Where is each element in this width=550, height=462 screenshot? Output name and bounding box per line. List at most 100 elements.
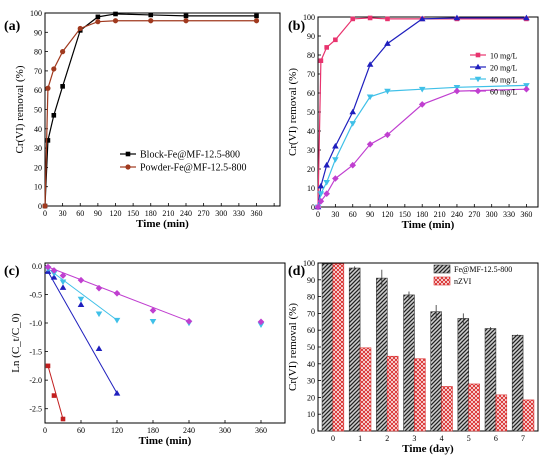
data-point	[183, 13, 189, 19]
data-point	[51, 66, 57, 72]
y-tick-label: 0	[38, 202, 42, 211]
data-point	[148, 12, 154, 18]
y-tick-label: 70	[34, 67, 42, 76]
bar	[457, 318, 470, 432]
data-point	[42, 203, 48, 209]
x-tick-label: 270	[468, 210, 480, 219]
x-tick-label: 60	[349, 210, 357, 219]
data-point	[385, 16, 390, 22]
data-point	[323, 190, 330, 197]
bar	[359, 347, 372, 432]
y-tick-label: -1.0	[29, 319, 42, 328]
panel-b: (b) 0 10 20 30 40 50 60 70 80 90 100 Time (min) Cr(VI…	[287, 13, 539, 231]
y-axis-label: Ln (C_t/C_0)	[10, 313, 22, 373]
y-tick-label: 20	[34, 163, 42, 172]
legend-label: Block-Fe@MF-12.5-800	[140, 150, 240, 161]
data-point	[45, 138, 51, 143]
data-point	[185, 317, 193, 325]
y-tick-label: 90	[307, 32, 315, 41]
bar	[484, 328, 497, 432]
bar	[414, 358, 426, 432]
legend-marker	[475, 52, 481, 58]
data-point	[318, 58, 324, 63]
y-axis-label: Cr(VI) removal (%)	[287, 303, 299, 391]
data-point	[523, 83, 530, 89]
data-point	[384, 40, 391, 46]
data-point	[349, 121, 357, 127]
legend-label: Powder-Fe@MF-12.5-800	[140, 163, 247, 174]
data-point	[418, 15, 426, 22]
x-axis-label: Time (min)	[402, 219, 455, 231]
bar	[321, 263, 334, 432]
bar	[332, 263, 345, 432]
x-tick-label: 1	[358, 434, 362, 443]
fit-line	[47, 271, 118, 394]
x-axis-label: Time (min)	[139, 435, 192, 447]
x-tick-label: 30	[59, 209, 67, 218]
y-tick-label: 40	[34, 125, 42, 134]
legend-label: 40 mg/L	[490, 76, 517, 85]
x-tick-label: 210	[162, 209, 174, 218]
y-tick-label: 0	[311, 427, 315, 436]
fit-line	[47, 268, 118, 321]
legend-label: 20 mg/L	[490, 64, 517, 73]
data-point	[323, 161, 330, 168]
data-point	[59, 279, 67, 286]
y-tick-label: 0.0	[32, 262, 42, 271]
data-point	[44, 263, 52, 271]
data-point	[59, 272, 67, 279]
x-tick-label: 180	[416, 210, 428, 219]
data-point	[384, 131, 391, 139]
data-point	[45, 363, 51, 369]
x-axis-label: Time (day)	[402, 443, 454, 455]
y-tick-label: -1.5	[29, 348, 42, 357]
panel-label: (b)	[288, 19, 305, 34]
data-point	[50, 273, 58, 280]
bar	[386, 355, 399, 432]
panel-a: (a) 0 10 20 30 40 50 60 70 80 90 100 Time (min) Cr(VI…	[4, 9, 281, 230]
data-point	[77, 25, 83, 32]
y-tick-label: 30	[307, 146, 315, 155]
series-line	[317, 84, 527, 208]
data-point	[349, 161, 357, 169]
bar	[376, 277, 388, 432]
data-point	[77, 296, 85, 303]
y-tick-label: 50	[307, 343, 315, 352]
data-point	[113, 317, 121, 324]
y-tick-label: 70	[307, 70, 315, 79]
y-tick-label: 70	[307, 309, 315, 318]
data-point	[314, 203, 322, 211]
data-point	[453, 14, 461, 21]
legend-label: 10 mg/L	[490, 52, 517, 61]
data-point	[77, 276, 85, 284]
data-point	[95, 345, 103, 352]
y-tick-label: 80	[307, 293, 315, 302]
data-point	[183, 18, 189, 24]
bar	[348, 267, 361, 432]
legend-label: nZVI	[454, 277, 472, 286]
bar	[441, 386, 453, 432]
x-tick-label: 300	[486, 210, 498, 219]
x-tick-label: 2	[385, 434, 389, 443]
legend-marker	[474, 63, 482, 70]
x-tick-label: 360	[520, 210, 532, 219]
y-tick-label: 10	[307, 410, 315, 419]
x-tick-label: 0	[316, 210, 320, 219]
y-tick-label: 10	[34, 183, 42, 192]
x-tick-label: 330	[503, 210, 515, 219]
data-point	[59, 284, 67, 290]
x-tick-label: 270	[198, 209, 210, 218]
bar	[495, 394, 508, 432]
y-tick-label: 40	[307, 127, 315, 136]
x-tick-label: 0	[331, 434, 335, 443]
x-tick-label: 180	[145, 209, 157, 218]
data-point	[317, 191, 325, 197]
y-tick-label: 100	[303, 259, 315, 268]
x-tick-label: 90	[366, 210, 374, 219]
x-axis-label: Time (min)	[136, 218, 189, 230]
y-tick-label: 80	[307, 51, 315, 60]
data-point	[95, 14, 101, 20]
legend-label: 60 mg/L	[490, 88, 517, 97]
data-point	[95, 19, 101, 25]
